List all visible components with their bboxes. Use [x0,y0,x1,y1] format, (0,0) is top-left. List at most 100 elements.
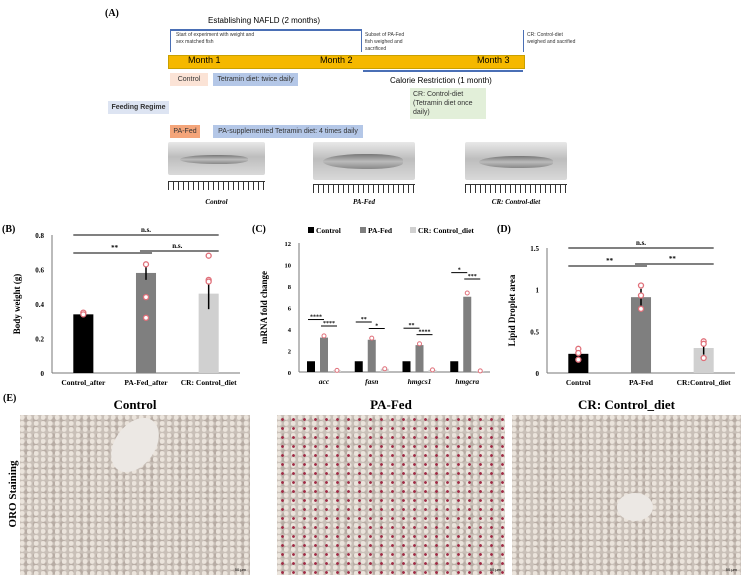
subset-arrow-icon [361,30,362,52]
x-tick-label: hmgcra [455,377,479,386]
data-point [637,282,645,289]
calorie-label: Calorie Restriction (1 month) [390,76,492,85]
data-point [205,252,212,259]
data-point [700,354,707,362]
panel-e-label: (E) [3,393,17,404]
panel-label: (B) [2,224,15,235]
x-tick-label: hmgcs1 [408,377,432,386]
data-point [464,290,470,296]
y-tick-label: 0.2 [35,336,44,344]
y-tick-label: 0.6 [35,267,44,275]
data-point [575,356,582,363]
significance-label: * [375,323,378,329]
y-tick-label: 0 [41,370,45,378]
data-point [321,333,327,339]
y-tick-label: 0 [288,370,291,377]
data-point [382,366,388,372]
data-point [477,368,483,374]
fish-label-control: Control [205,198,228,206]
data-point [575,349,582,357]
chart-mrna: 0 2 4 6 8 10 12 mRNA fold change (C) Control PA-Fe… [252,224,490,386]
note-subset: Subset of PA-Fed fish weighed and sacrif… [365,32,405,52]
x-tick-label: PA-Fed_after [124,378,168,387]
control-diet-box: Tetramin diet: twice daily [213,73,298,86]
panel-label: (C) [252,224,266,235]
significance-label: n.s. [172,242,182,250]
x-tick-label: CR: Control_diet [181,378,237,387]
significance-label: ** [361,317,367,323]
nafld-label: Establishing NAFLD (2 months) [208,16,321,25]
y-tick-label: 0 [536,370,540,378]
chart-lipid: 0 0.5 1 1.5 Lipid Droplet area (D) Control PA-F… [497,224,735,387]
timeline-bar [168,55,525,69]
data-point [142,314,150,321]
title-pafed: PA-Fed [370,397,412,412]
significance-label: ** [409,323,415,329]
legend-swatch [360,227,366,233]
data-point [430,367,435,373]
x-tick-label: Control [566,378,591,387]
bar [568,353,589,373]
bar [307,361,315,372]
significance-label: **** [419,330,431,336]
row-label: ORO Staining [7,460,19,528]
y-tick-label: 1 [536,287,540,295]
y-tick-label: 6 [288,306,292,313]
note-start: Start of experiment with weight and sex … [176,32,255,45]
chart-body-weight: 0 0.2 0.4 0.6 0.8 Body weight (g) (B) Control_a… [2,224,240,387]
y-axis-label: mRNA fold change [259,271,269,344]
significance-label: **** [323,321,335,327]
fish-image-control [168,142,265,175]
fish-label-pafed: PA-Fed [352,198,376,206]
data-point [700,340,707,347]
pafed-box: PA-Fed [170,125,200,138]
month-2: Month 2 [320,55,353,65]
y-tick-label: 2 [288,349,291,356]
bar [354,361,363,372]
y-tick-label: 0.5 [530,328,539,336]
bar [450,361,459,372]
data-point [417,341,422,347]
ruler-pafed [313,184,415,193]
legend-label: Control [316,226,341,235]
title-cr: CR: Control_diet [578,397,675,412]
calorie-bracket [363,70,523,72]
bar [320,337,328,372]
title-control: Control [113,397,157,412]
panel-label: (D) [497,224,511,235]
scale-bar: 50 µm [489,567,501,572]
legend-swatch [410,227,416,233]
bar [630,297,652,373]
scale-bar: 50 µm [725,567,737,572]
x-tick-label: CR:Control_diet [677,378,732,387]
legend-label: CR: Control_diet [418,226,474,235]
bar [367,339,376,372]
y-tick-label: 4 [288,327,292,334]
oro-image-control: 50 µm [20,408,250,575]
y-tick-label: 0.8 [35,232,44,240]
fish-label-cr: CR: Control-diet [491,198,541,206]
data-point [142,261,150,268]
legend-label: PA-Fed [368,226,393,235]
ruler-cr [465,184,567,193]
y-tick-label: 8 [288,284,292,291]
note-cr: CR: Control-diet weighed and sacrified [527,32,576,45]
data-point [334,367,340,373]
significance-label: * [458,268,461,274]
month-3: Month 3 [477,55,510,65]
pafed-diet-box: PA-supplemented Tetramin diet: 4 times d… [213,125,363,138]
data-point [205,278,212,285]
month-1: Month 1 [188,55,221,65]
y-tick-label: 12 [285,241,292,248]
fish-image-pafed [313,142,415,180]
start-arrow-icon [170,30,171,52]
bar [415,345,424,372]
data-point [80,311,87,318]
control-box: Control [170,73,208,86]
legend-swatch [308,227,314,233]
nafld-bracket [170,29,362,31]
x-tick-label: acc [319,377,330,386]
x-tick-label: Control_after [61,378,106,387]
oro-image-cr: 50 µm [512,415,741,575]
feeding-regime-box: Feeding Regime [108,101,169,114]
